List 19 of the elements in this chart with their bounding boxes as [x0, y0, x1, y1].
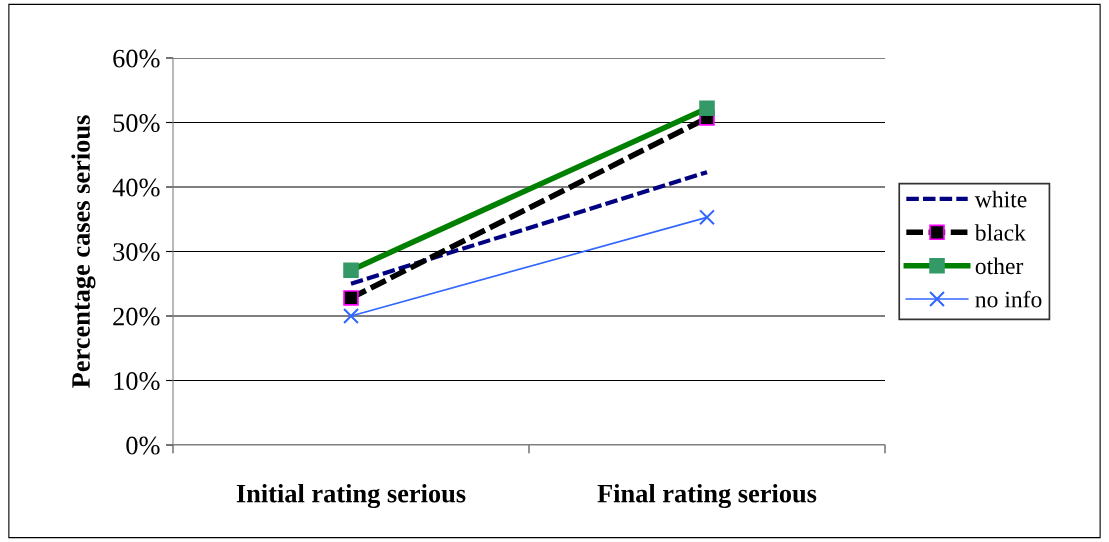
y-tick-label: 30%	[113, 243, 160, 261]
y-tick-label: 0%	[126, 436, 160, 455]
legend-label: no info	[975, 290, 1042, 308]
point	[343, 262, 359, 278]
point	[343, 290, 359, 306]
legend-label: white	[974, 190, 1027, 208]
y-tick-label: 20%	[113, 307, 160, 326]
point	[699, 209, 715, 226]
legend-label: black	[974, 224, 1026, 241]
y-tick-label: 60%	[113, 49, 160, 68]
point	[343, 308, 359, 324]
y-tick-label: 10%	[114, 372, 160, 390]
y-tick-label: 50%	[113, 114, 160, 132]
y-tick-label: 40%	[112, 178, 160, 197]
legend-label: other	[975, 257, 1024, 275]
y-axis-title: Percentage cases serious	[71, 115, 96, 388]
x-tick-label: Initial rating serious	[236, 483, 466, 509]
x-tick-label: Final rating serious	[597, 483, 817, 509]
point	[699, 100, 715, 117]
